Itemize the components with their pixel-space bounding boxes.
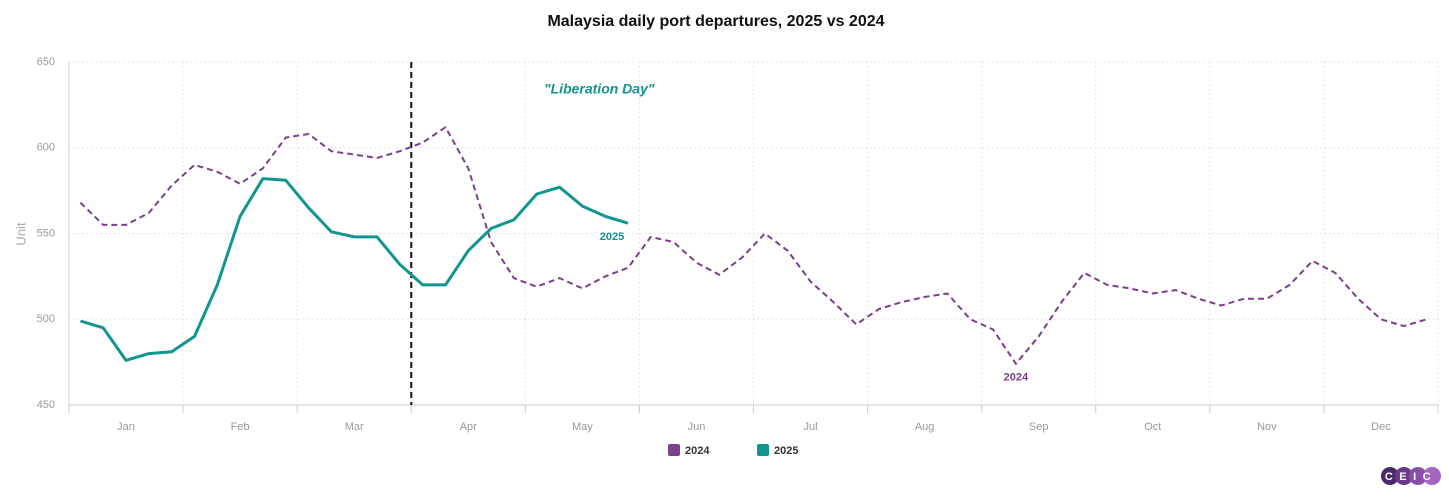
x-tick-label: Jul: [804, 421, 818, 433]
y-tick-label: 650: [37, 56, 55, 68]
logo-dot: [1423, 467, 1441, 485]
x-tick-label: Oct: [1144, 421, 1161, 433]
y-tick-label: 550: [37, 227, 55, 239]
x-tick-label: Nov: [1257, 421, 1277, 433]
series-label: 2025: [600, 231, 624, 243]
logo: CEIC: [1385, 471, 1437, 483]
series-label: 2024: [1004, 372, 1029, 384]
chart-title: Malaysia daily port departures, 2025 vs …: [547, 13, 884, 30]
x-tick-label: Mar: [345, 421, 364, 433]
series-line: [79, 177, 629, 362]
x-tick-label: Sep: [1029, 421, 1049, 433]
x-tick-label: Jun: [688, 421, 706, 433]
y-tick-label: 600: [37, 142, 55, 154]
x-tick-label: Feb: [231, 421, 250, 433]
x-tick-label: Apr: [460, 421, 477, 433]
legend-swatch: [757, 444, 769, 456]
logo-dot: [1381, 467, 1399, 485]
legend-label: 2024: [685, 445, 710, 457]
legend-label: 2025: [774, 445, 798, 457]
y-tick-label: 450: [37, 399, 55, 411]
logo-dot: [1395, 467, 1413, 485]
series-line: [79, 126, 1427, 365]
x-tick-label: Jan: [117, 421, 135, 433]
y-axis-label: Unit: [13, 222, 28, 246]
y-tick-label: 500: [37, 313, 55, 325]
legend-swatch: [668, 444, 680, 456]
logo-dot: [1409, 467, 1427, 485]
x-tick-label: Dec: [1371, 421, 1391, 433]
x-tick-label: May: [572, 421, 593, 433]
event-label: "Liberation Day": [544, 81, 655, 97]
x-tick-label: Aug: [915, 421, 935, 433]
